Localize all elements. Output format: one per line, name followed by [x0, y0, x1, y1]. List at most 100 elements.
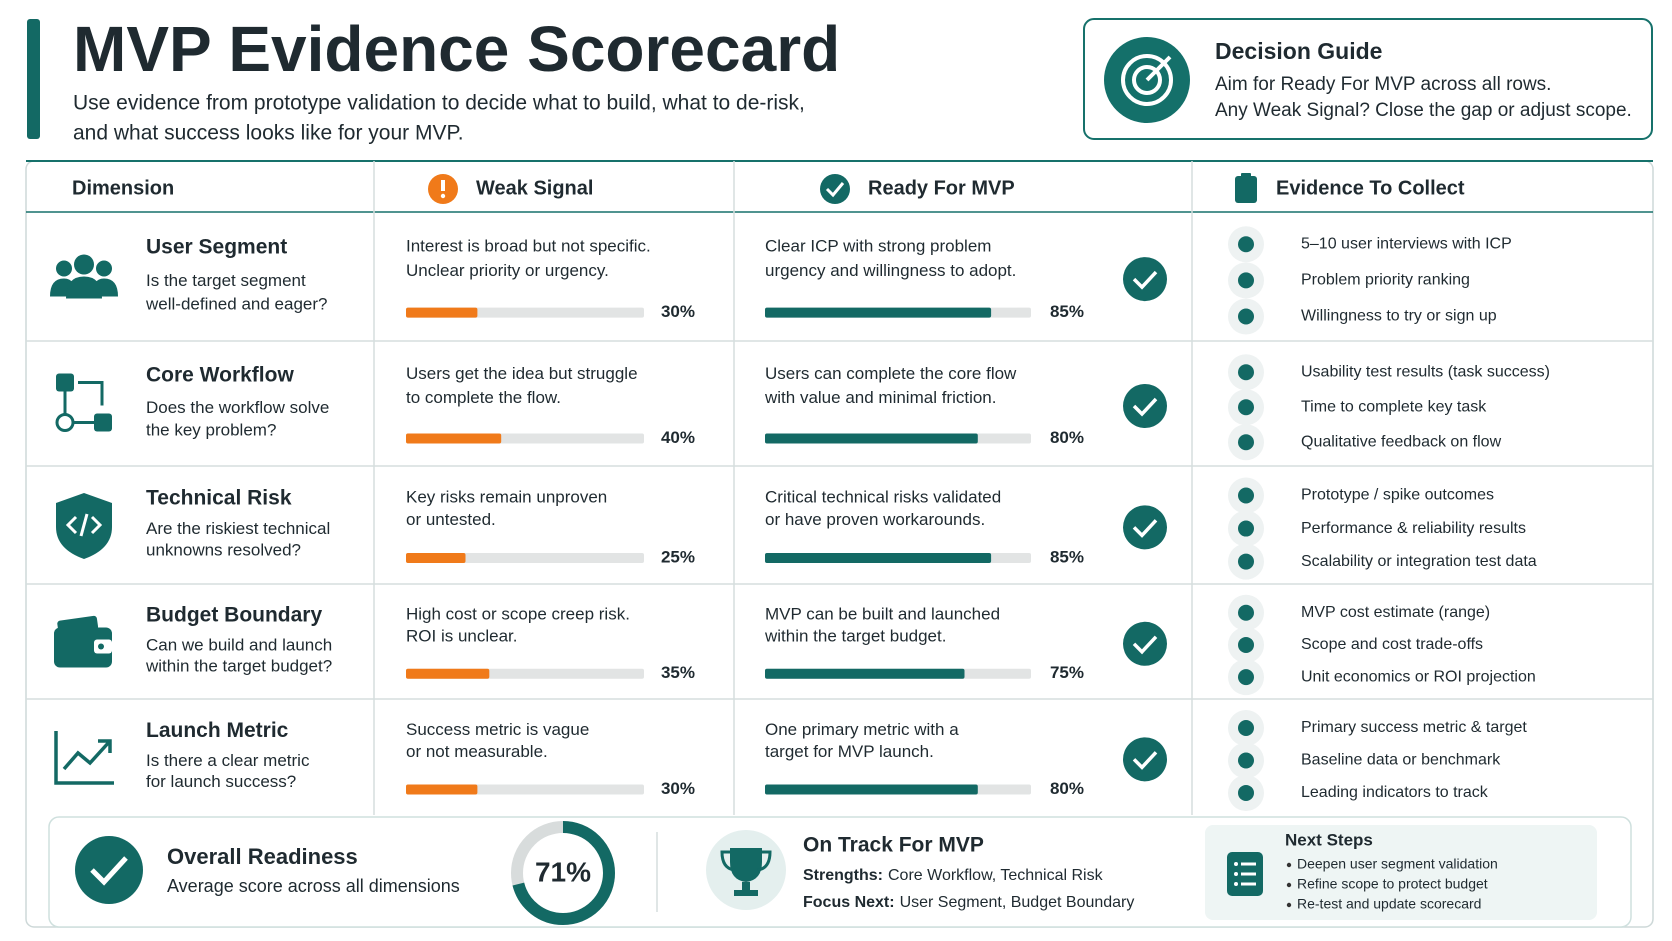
- status-line: Focus Next: User Segment, Budget Boundary: [803, 894, 1134, 911]
- icon-part: [54, 731, 114, 785]
- evidence-icon: [1238, 364, 1254, 381]
- dimension-question: Does the workflow solve: [146, 398, 329, 417]
- ready-text: target for MVP launch.: [765, 742, 934, 761]
- icon-part: [96, 260, 112, 277]
- evidence-item: Usability test results (task success): [1301, 363, 1550, 380]
- evidence-item: Scalability or integration test data: [1301, 553, 1537, 570]
- icon-part: [56, 373, 74, 392]
- ready-text: or have proven workarounds.: [765, 510, 985, 529]
- dimension-question: Can we build and launch: [146, 636, 332, 655]
- decision-guide-box: [1083, 18, 1653, 140]
- weak-bar: [406, 668, 490, 679]
- dimension-name: Budget Boundary: [146, 604, 322, 627]
- dimension-icon: [54, 731, 114, 785]
- next-steps-title: Next Steps: [1285, 830, 1373, 849]
- weak-text: ROI is unclear.: [406, 626, 518, 645]
- evidence-icon: [1238, 604, 1254, 621]
- ready-bar: [765, 307, 992, 318]
- accent-bar: [27, 19, 40, 139]
- ready-text: Users can complete the core flow: [765, 364, 1017, 383]
- ready-check: [1132, 397, 1158, 417]
- evidence-icon: [1238, 434, 1254, 451]
- ready-check: [1123, 257, 1167, 302]
- list-icon: [1234, 862, 1238, 866]
- evidence-icon: [1238, 399, 1254, 416]
- ready-text: Clear ICP with strong problem: [765, 236, 991, 255]
- status-label: Strengths:: [803, 867, 883, 884]
- evidence-item: Baseline data or benchmark: [1301, 752, 1501, 769]
- weak-score-label: 30%: [661, 302, 695, 321]
- ready-text: One primary metric with a: [765, 720, 959, 739]
- status-title: On Track For MVP: [803, 834, 984, 857]
- weak-text: to complete the flow.: [406, 388, 561, 407]
- readiness-arc: [511, 821, 615, 925]
- evidence-item: Problem priority ranking: [1301, 272, 1470, 289]
- ready-bar: [765, 668, 965, 679]
- ready-bar: [765, 784, 978, 795]
- dimension-question: within the target budget?: [145, 656, 332, 675]
- dimension-icon: [54, 615, 112, 668]
- evidence-item: Willingness to try or sign up: [1301, 308, 1497, 325]
- column-header: Ready For MVP: [868, 177, 1015, 199]
- icon-part: [55, 413, 75, 432]
- list-icon: [1241, 872, 1256, 876]
- ready-text: with value and minimal friction.: [764, 388, 996, 407]
- next-step: Deepen user segment validation: [1297, 856, 1498, 872]
- ready-text: Critical technical risks validated: [765, 487, 1001, 506]
- icon-part: [63, 381, 104, 424]
- readiness-label: 71%: [535, 856, 591, 887]
- warning-icon: [441, 180, 445, 191]
- weak-bar: [406, 307, 478, 318]
- weak-text: or untested.: [406, 510, 496, 529]
- clipboard-icon: [1235, 176, 1257, 203]
- readiness-check: [75, 836, 143, 904]
- ready-score-label: 80%: [1050, 779, 1084, 798]
- ready-text: MVP can be built and launched: [765, 605, 1000, 624]
- dimension-question: well-defined and eager?: [145, 294, 327, 313]
- target-icon: [1121, 54, 1173, 106]
- icon-part: [54, 627, 112, 668]
- readiness-check: [90, 856, 128, 886]
- column-header: Evidence To Collect: [1276, 177, 1465, 199]
- weak-text: Key risks remain unproven: [406, 487, 607, 506]
- ready-check: [1123, 621, 1167, 666]
- ready-bar: [765, 553, 992, 564]
- status-line: Strengths: Core Workflow, Technical Risk: [803, 867, 1104, 884]
- evidence-icon: [1238, 636, 1254, 653]
- evidence-item: Time to complete key task: [1301, 398, 1487, 415]
- dimension-question: for launch success?: [146, 772, 296, 791]
- dimension-question: Is there a clear metric: [146, 751, 310, 770]
- evidence-icon: [1238, 520, 1254, 537]
- ready-score-label: 85%: [1050, 302, 1084, 321]
- check-icon: [820, 174, 850, 204]
- decision-guide-line: Any Weak Signal? Close the gap or adjust…: [1215, 100, 1632, 121]
- status-value: User Segment, Budget Boundary: [900, 894, 1135, 911]
- dimension-name: User Segment: [146, 236, 287, 259]
- evidence-icon: [1238, 784, 1254, 801]
- status-label: Focus Next:: [803, 894, 895, 911]
- ready-check: [1123, 737, 1167, 782]
- trophy-icon: [720, 850, 772, 872]
- evidence-icon: [1238, 669, 1254, 686]
- subtitle: and what success looks like for your MVP…: [73, 122, 464, 145]
- list-icon: [1241, 862, 1256, 866]
- list-icon: [1241, 882, 1256, 886]
- icon-part: [65, 513, 103, 537]
- evidence-item: MVP cost estimate (range): [1301, 604, 1490, 621]
- ready-score-label: 75%: [1050, 663, 1084, 682]
- dimension-icon: [55, 373, 112, 432]
- dimension-question: unknowns resolved?: [146, 540, 301, 559]
- list-icon: [1234, 872, 1238, 876]
- weak-text: Unclear priority or urgency.: [406, 261, 609, 280]
- ready-bar: [765, 433, 978, 444]
- ready-check: [1132, 519, 1158, 538]
- bullet: [1286, 902, 1292, 908]
- dimension-name: Core Workflow: [146, 364, 294, 387]
- ready-text: urgency and willingness to adopt.: [765, 261, 1016, 280]
- weak-text: High cost or scope creep risk.: [406, 605, 630, 624]
- weak-text: Users get the idea but struggle: [406, 364, 638, 383]
- icon-part: [56, 260, 72, 277]
- ready-score-label: 80%: [1050, 428, 1084, 447]
- status-value: Core Workflow, Technical Risk: [888, 867, 1104, 884]
